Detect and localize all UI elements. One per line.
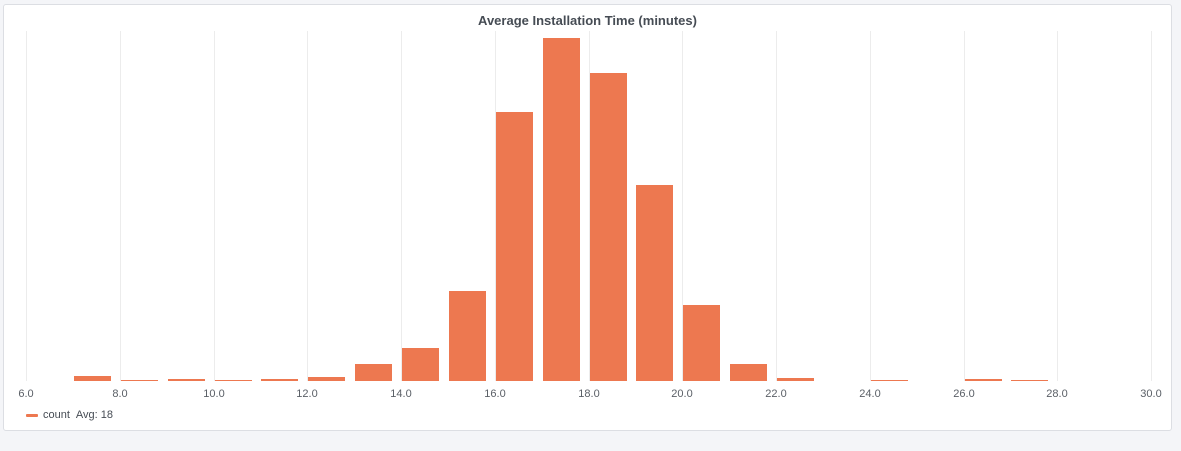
panel-title: Average Installation Time (minutes)	[478, 13, 697, 28]
x-tick-label: 10.0	[203, 388, 225, 400]
legend-series-name[interactable]: count	[43, 409, 70, 421]
histogram-bar[interactable]	[636, 185, 673, 381]
histogram-bar[interactable]	[965, 379, 1002, 381]
x-tick-label: 18.0	[578, 388, 600, 400]
chart-panel: Average Installation Time (minutes)	[3, 4, 1172, 431]
x-tick-label: 24.0	[859, 388, 881, 400]
x-gridline	[1057, 31, 1058, 381]
histogram-bar[interactable]	[496, 112, 533, 381]
x-tick-label: 12.0	[296, 388, 318, 400]
x-tick-label: 22.0	[765, 388, 787, 400]
x-tick-label: 14.0	[390, 388, 412, 400]
histogram-bar[interactable]	[308, 377, 345, 381]
legend-color-swatch-icon	[26, 413, 38, 417]
histogram-bar[interactable]	[543, 38, 580, 381]
x-tick-label: 16.0	[484, 388, 506, 400]
histogram-bar[interactable]	[261, 379, 298, 381]
histogram-bar[interactable]	[168, 379, 205, 381]
histogram-bar[interactable]	[590, 73, 627, 381]
x-gridline	[495, 31, 496, 381]
histogram-bar[interactable]	[121, 380, 158, 381]
x-tick-label: 30.0	[1140, 388, 1162, 400]
x-gridline	[1151, 31, 1152, 381]
histogram-bar[interactable]	[730, 364, 767, 381]
histogram-bar[interactable]	[449, 291, 486, 381]
histogram-bar[interactable]	[215, 380, 252, 381]
x-tick-label: 20.0	[671, 388, 693, 400]
histogram-bar[interactable]	[355, 364, 392, 381]
histogram-bar[interactable]	[871, 380, 908, 381]
x-tick-label: 28.0	[1046, 388, 1068, 400]
x-tick-label: 6.0	[18, 388, 34, 400]
x-gridline	[870, 31, 871, 381]
histogram-bar[interactable]	[777, 378, 814, 381]
legend[interactable]: count Avg: 18	[26, 409, 113, 421]
x-tick-label: 8.0	[112, 388, 128, 400]
x-gridline	[214, 31, 215, 381]
x-gridline	[120, 31, 121, 381]
histogram-bar[interactable]	[1011, 380, 1048, 381]
x-gridline	[589, 31, 590, 381]
x-gridline	[307, 31, 308, 381]
x-gridline	[964, 31, 965, 381]
x-gridline	[682, 31, 683, 381]
x-gridline	[401, 31, 402, 381]
x-gridline	[776, 31, 777, 381]
histogram-bar[interactable]	[683, 305, 720, 381]
histogram-bar[interactable]	[74, 376, 111, 381]
histogram-bar[interactable]	[402, 348, 439, 381]
legend-avg-value: Avg: 18	[75, 409, 114, 421]
x-gridline	[26, 31, 27, 381]
x-tick-label: 26.0	[953, 388, 975, 400]
